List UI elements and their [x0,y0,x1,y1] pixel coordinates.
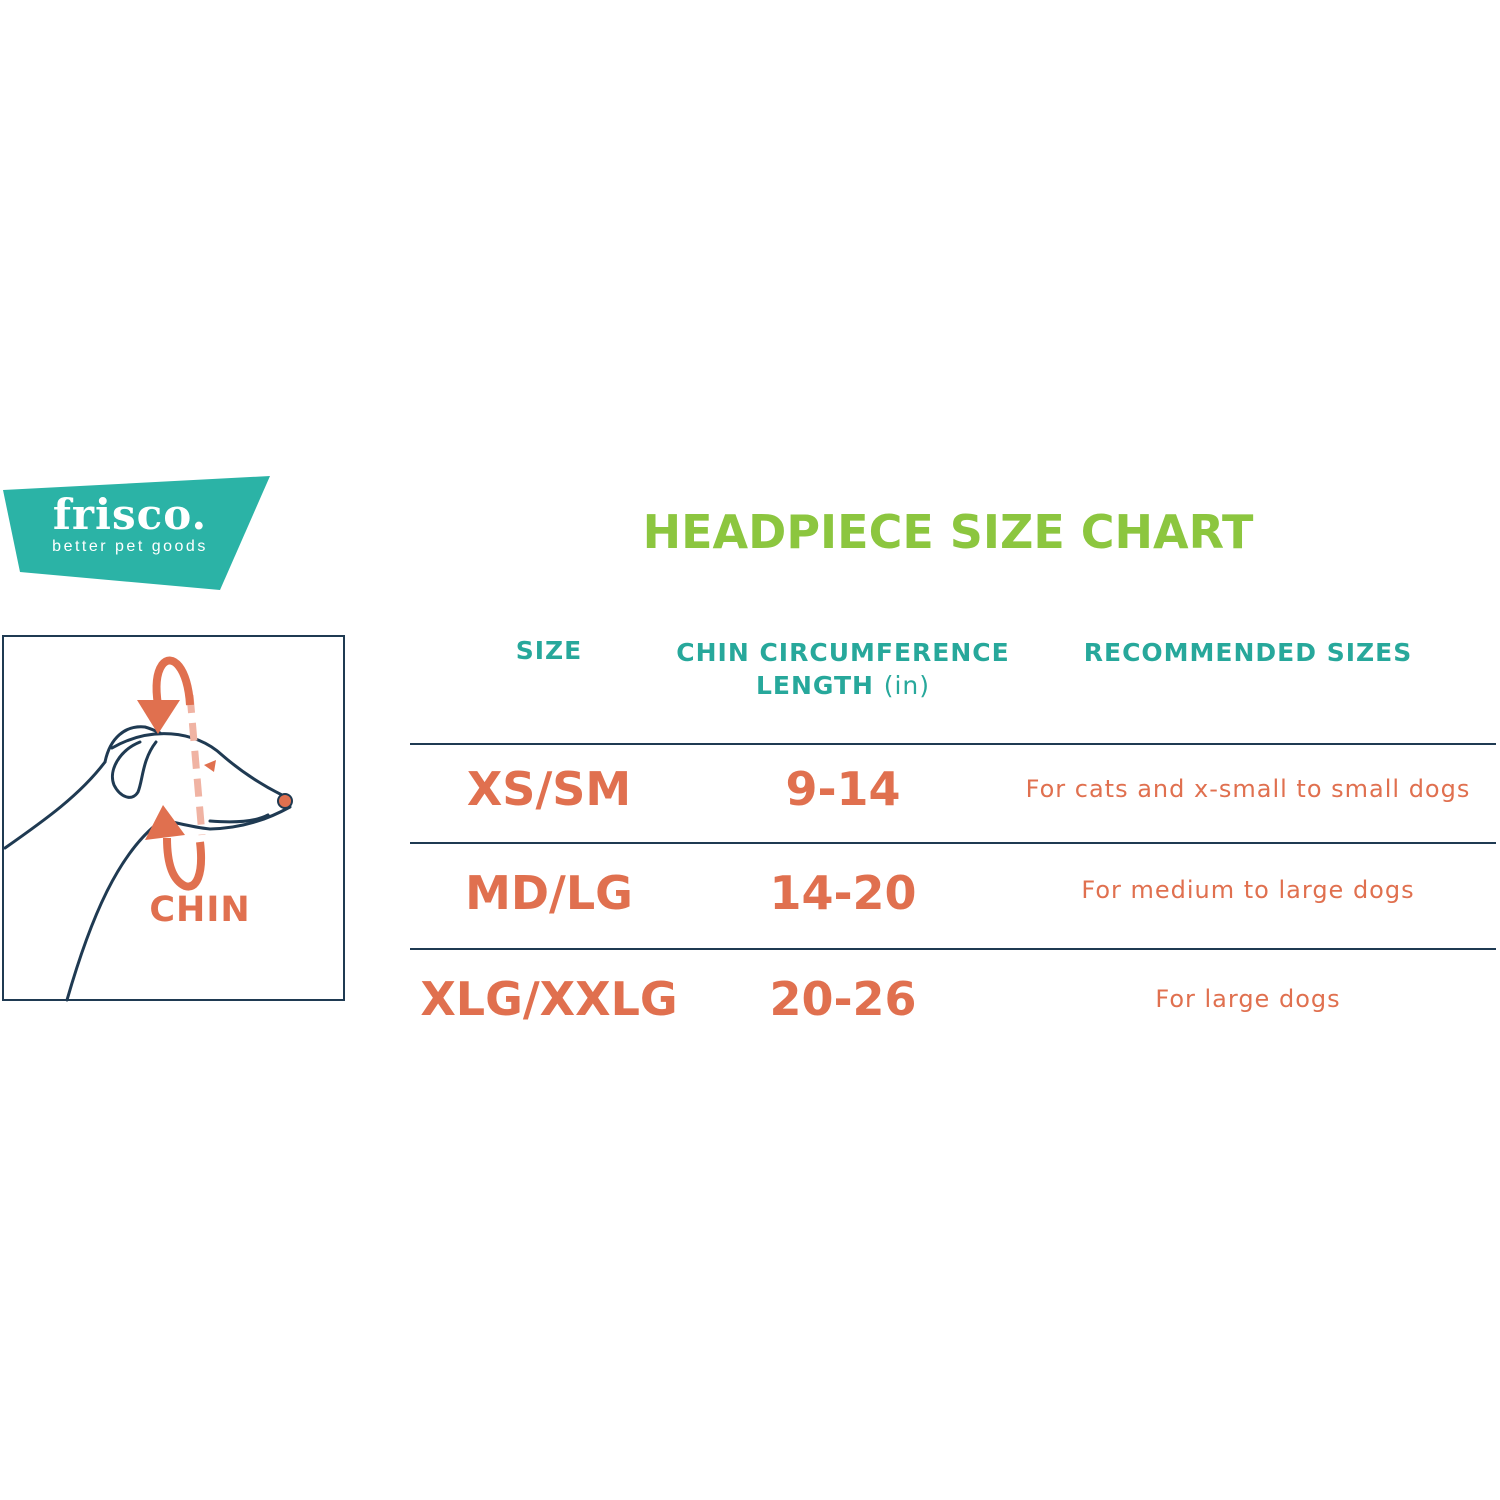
range-cell: 14-20 [769,866,917,920]
table-divider [410,842,1496,844]
recommended-cell: For large dogs [1155,985,1341,1013]
measure-dashed-line [186,694,206,836]
logo-brand: frisco. [52,490,208,539]
arrow-up-icon [145,805,185,840]
recommended-cell: For medium to large dogs [1081,876,1415,904]
frisco-logo-badge [3,476,270,590]
header-chin-unit: (in) [883,671,931,700]
range-cell: 20-26 [769,972,917,1026]
recommended-cell: For cats and x-small to small dogs [1025,775,1471,803]
header-chin-line2: LENGTH (in) [643,669,1043,702]
logo-tagline: better pet goods [52,538,208,555]
page-title: HEADPIECE SIZE CHART [642,505,1254,559]
header-size: SIZE [515,636,583,665]
header-recommended: RECOMMENDED SIZES [1083,638,1413,667]
range-cell: 9-14 [785,762,901,816]
arrow-down-icon [137,700,180,734]
arrow-top-arc [152,656,194,706]
arrow-bottom-arc [163,837,205,891]
dog-outline [3,725,292,1002]
size-cell: XS/SM [466,762,632,816]
dog-chin-measurement-illustration [2,635,345,1002]
illustration-frame [2,635,345,1001]
table-divider [410,743,1496,745]
size-cell: MD/LG [465,866,633,920]
size-cell: XLG/XXLG [420,972,678,1026]
header-chin-circumference: CHIN CIRCUMFERENCE LENGTH (in) [643,636,1043,702]
chin-label: CHIN [149,890,251,930]
dog-nose [277,793,293,809]
dog-eye [204,760,216,772]
header-chin-length: LENGTH [755,671,874,700]
table-divider [410,948,1496,950]
header-chin-line1: CHIN CIRCUMFERENCE [676,638,1010,667]
